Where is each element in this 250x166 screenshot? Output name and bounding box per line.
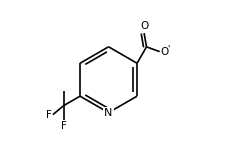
Text: F: F bbox=[46, 110, 52, 120]
Text: O: O bbox=[140, 21, 148, 31]
Text: N: N bbox=[104, 108, 113, 118]
Text: O: O bbox=[160, 47, 169, 57]
Text: F: F bbox=[61, 121, 66, 131]
